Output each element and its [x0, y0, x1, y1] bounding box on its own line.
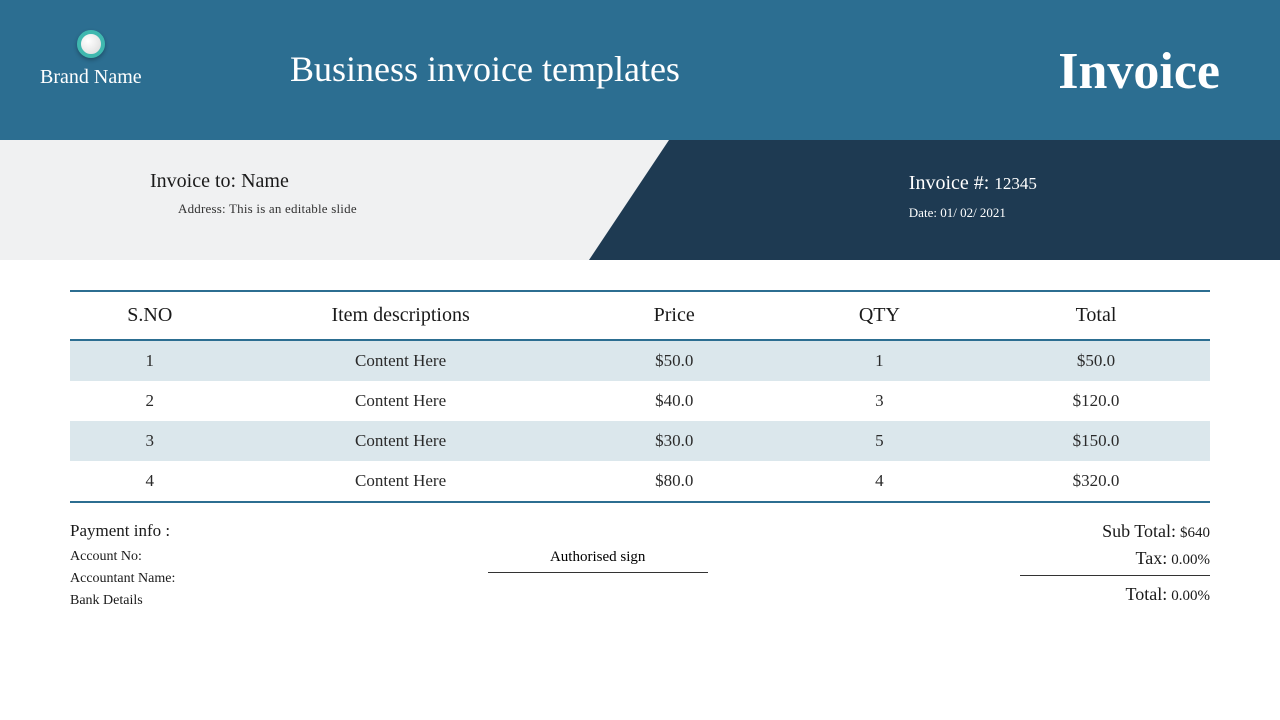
invoice-date-row: Date: 01/ 02/ 2021 — [909, 205, 1280, 221]
totals-divider — [1020, 575, 1210, 576]
bill-to-panel: Invoice to: Name Address: This is an edi… — [0, 140, 589, 260]
table-cell: $320.0 — [982, 461, 1210, 502]
page-title: Business invoice templates — [290, 48, 680, 90]
invoice-number-row: Invoice #: 12345 — [909, 172, 1280, 195]
invoice-date-label: Date: — [909, 205, 937, 220]
table-cell: $50.0 — [982, 340, 1210, 381]
invoice-number-label: Invoice #: — [909, 172, 990, 194]
table-cell: $40.0 — [572, 381, 777, 421]
table-cell: Content Here — [230, 421, 572, 461]
table-cell: 3 — [70, 421, 230, 461]
invoice-number-value: 12345 — [994, 174, 1037, 193]
invoice-meta-panel: Invoice #: 12345 Date: 01/ 02/ 2021 — [589, 140, 1280, 260]
table-cell: 5 — [777, 421, 982, 461]
brand-block: Brand Name — [40, 30, 142, 89]
table-body: 1Content Here$50.01$50.02Content Here$40… — [70, 340, 1210, 502]
invoice-date-value: 01/ 02/ 2021 — [940, 205, 1006, 220]
table-header-cell: Item descriptions — [230, 291, 572, 340]
table-header-cell: QTY — [777, 291, 982, 340]
table-cell: $50.0 — [572, 340, 777, 381]
grand-total-value: 0.00% — [1171, 588, 1210, 604]
grand-total-row: Total: 0.00% — [1020, 584, 1210, 605]
table-cell: $30.0 — [572, 421, 777, 461]
table-header-row: S.NOItem descriptionsPriceQTYTotal — [70, 291, 1210, 340]
subtotal-value: $640 — [1180, 525, 1210, 541]
brand-name: Brand Name — [40, 66, 142, 89]
brand-icon-wrap — [40, 30, 142, 58]
signature-line — [488, 572, 708, 573]
footer-row: Payment info : Account No: Accountant Nam… — [70, 521, 1210, 615]
subtotal-label: Sub Total: — [1102, 521, 1176, 541]
totals-block: Sub Total: $640 Tax: 0.00% Total: 0.00% — [1020, 521, 1210, 611]
table-cell: $80.0 — [572, 461, 777, 502]
header-bar: Brand Name Business invoice templates In… — [0, 0, 1280, 140]
table-cell: 1 — [70, 340, 230, 381]
signature-label: Authorised sign — [488, 549, 708, 570]
subtotal-row: Sub Total: $640 — [1020, 521, 1210, 542]
table-cell: Content Here — [230, 381, 572, 421]
table-row: 1Content Here$50.01$50.0 — [70, 340, 1210, 381]
table-cell: $150.0 — [982, 421, 1210, 461]
table-header-cell: Price — [572, 291, 777, 340]
tax-value: 0.00% — [1171, 552, 1210, 568]
invoice-table-wrap: S.NOItem descriptionsPriceQTYTotal 1Cont… — [70, 290, 1210, 503]
table-cell: 2 — [70, 381, 230, 421]
table-row: 3Content Here$30.05$150.0 — [70, 421, 1210, 461]
table-cell: 4 — [777, 461, 982, 502]
table-header-cell: Total — [982, 291, 1210, 340]
payment-info-block: Payment info : Account No: Accountant Nam… — [70, 521, 175, 615]
invoice-table: S.NOItem descriptionsPriceQTYTotal 1Cont… — [70, 290, 1210, 503]
table-cell: $120.0 — [982, 381, 1210, 421]
table-cell: 1 — [777, 340, 982, 381]
table-cell: Content Here — [230, 340, 572, 381]
payment-info-title: Payment info : — [70, 521, 175, 541]
payment-info-line: Account No: — [70, 549, 175, 565]
tax-row: Tax: 0.00% — [1020, 548, 1210, 569]
bill-to-label: Invoice to: Name — [150, 170, 589, 193]
payment-info-line: Bank Details — [70, 593, 175, 609]
bill-to-address: Address: This is an editable slide — [178, 201, 589, 217]
table-row: 2Content Here$40.03$120.0 — [70, 381, 1210, 421]
payment-info-line: Accountant Name: — [70, 571, 175, 587]
invoice-badge: Invoice — [1058, 42, 1220, 101]
table-cell: 3 — [777, 381, 982, 421]
table-cell: 4 — [70, 461, 230, 502]
signature-block: Authorised sign — [488, 549, 708, 573]
sub-header: Invoice to: Name Address: This is an edi… — [0, 140, 1280, 260]
table-cell: Content Here — [230, 461, 572, 502]
table-header-cell: S.NO — [70, 291, 230, 340]
tax-label: Tax: — [1136, 548, 1168, 568]
brand-logo-icon — [77, 30, 105, 58]
grand-total-label: Total: — [1126, 584, 1168, 604]
table-row: 4Content Here$80.04$320.0 — [70, 461, 1210, 502]
